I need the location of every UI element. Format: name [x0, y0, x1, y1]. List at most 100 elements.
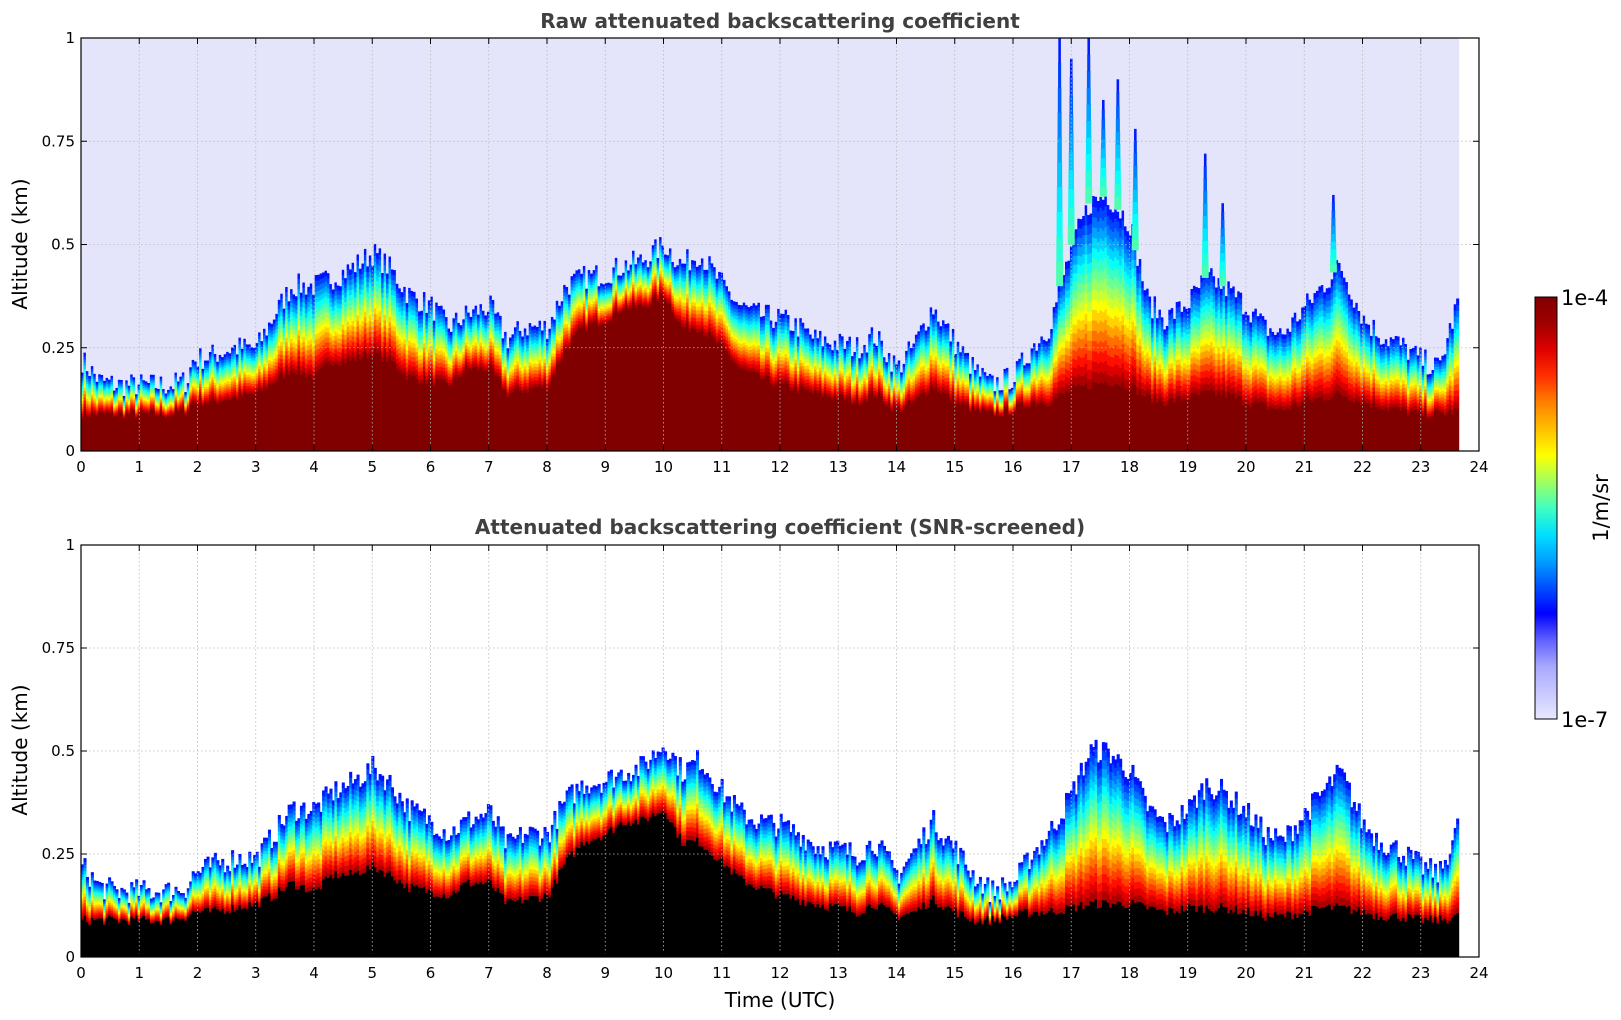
heatmap-column — [125, 38, 129, 451]
gradient-cell — [272, 330, 276, 334]
gradient-cell — [504, 347, 508, 352]
gradient-cell — [617, 275, 621, 278]
gradient-cell — [103, 402, 107, 405]
gradient-cell — [400, 368, 404, 374]
gradient-cell — [580, 315, 584, 319]
gradient-cell — [162, 400, 166, 403]
gradient-cell — [560, 336, 564, 340]
gradient-cell — [383, 325, 387, 332]
gradient-cell — [464, 308, 468, 313]
gradient-cell — [612, 310, 616, 314]
gradient-cell — [526, 366, 530, 371]
gradient-cell — [304, 303, 308, 309]
gradient-cell — [240, 359, 244, 363]
gradient-cell — [511, 337, 515, 342]
heatmap-column — [371, 38, 375, 451]
gradient-cell — [327, 278, 331, 284]
gradient-cell — [304, 340, 308, 346]
gradient-cell — [157, 394, 161, 397]
gradient-cell — [531, 350, 535, 355]
gradient-cell — [457, 371, 461, 375]
gradient-cell — [172, 394, 176, 397]
gradient-cell — [162, 396, 166, 399]
gradient-cell — [499, 350, 503, 355]
noise-cell — [528, 38, 532, 324]
gradient-cell — [248, 344, 252, 348]
gradient-cell — [563, 306, 567, 311]
gradient-cell — [329, 350, 333, 356]
gradient-cell — [656, 274, 660, 278]
gradient-cell — [317, 322, 321, 328]
gradient-cell — [95, 398, 99, 401]
gradient-cell — [164, 404, 168, 406]
gradient-cell — [457, 346, 461, 351]
gradient-cell — [317, 295, 321, 302]
gradient-cell — [199, 359, 203, 363]
gradient-cell — [238, 374, 242, 378]
gradient-cell — [162, 393, 166, 396]
gradient-cell — [194, 372, 198, 376]
heatmap-column — [595, 38, 599, 451]
gradient-cell — [277, 341, 281, 346]
gradient-cell — [208, 351, 212, 356]
gradient-cell — [122, 402, 126, 404]
gradient-cell — [172, 404, 176, 407]
core-cell — [336, 364, 340, 451]
gradient-cell — [95, 411, 99, 415]
gradient-cell — [545, 381, 550, 385]
gradient-cell — [152, 376, 156, 380]
gradient-cell — [201, 395, 205, 399]
gradient-cell — [484, 334, 488, 338]
gradient-cell — [383, 303, 387, 310]
gradient-cell — [612, 302, 616, 306]
gradient-cell — [152, 400, 156, 403]
gradient-cell — [602, 304, 606, 307]
gradient-cell — [373, 249, 377, 256]
heatmap-column — [614, 38, 618, 451]
gradient-cell — [410, 300, 414, 306]
gradient-cell — [223, 389, 227, 393]
gradient-cell — [420, 378, 424, 384]
gradient-cell — [208, 397, 212, 401]
gradient-cell — [491, 337, 495, 342]
gradient-cell — [211, 344, 215, 349]
gradient-cell — [607, 319, 611, 322]
gradient-cell — [629, 290, 633, 294]
gradient-cell — [324, 321, 328, 328]
gradient-cell — [659, 273, 663, 278]
gradient-cell — [287, 329, 291, 335]
gradient-cell — [501, 349, 505, 353]
gradient-cell — [339, 303, 343, 309]
gradient-cell — [336, 333, 340, 339]
gradient-cell — [189, 402, 193, 405]
gradient-cell — [472, 335, 476, 339]
gradient-cell — [307, 325, 311, 332]
gradient-cell — [432, 367, 436, 372]
gradient-cell — [127, 406, 131, 409]
gradient-cell — [494, 344, 498, 349]
gradient-cell — [255, 372, 259, 376]
gradient-cell — [108, 383, 112, 386]
gradient-cell — [418, 323, 422, 328]
gradient-cell — [297, 340, 301, 346]
gradient-cell — [132, 386, 136, 389]
gradient-cell — [582, 309, 586, 314]
gradient-cell — [420, 362, 424, 368]
gradient-cell — [218, 367, 222, 371]
gradient-cell — [454, 326, 458, 331]
heatmap-column — [115, 38, 119, 451]
gradient-cell — [427, 300, 431, 306]
gradient-cell — [189, 375, 193, 378]
gradient-cell — [664, 266, 668, 270]
heatmap-column — [435, 38, 439, 451]
gradient-cell — [287, 317, 291, 323]
gradient-cell — [636, 283, 641, 287]
noise-cell — [560, 38, 564, 302]
gradient-cell — [570, 279, 574, 284]
gradient-cell — [649, 275, 653, 279]
gradient-cell — [644, 275, 648, 279]
gradient-cell — [595, 271, 599, 275]
gradient-cell — [568, 315, 572, 319]
gradient-cell — [609, 303, 613, 307]
gradient-cell — [83, 387, 87, 392]
